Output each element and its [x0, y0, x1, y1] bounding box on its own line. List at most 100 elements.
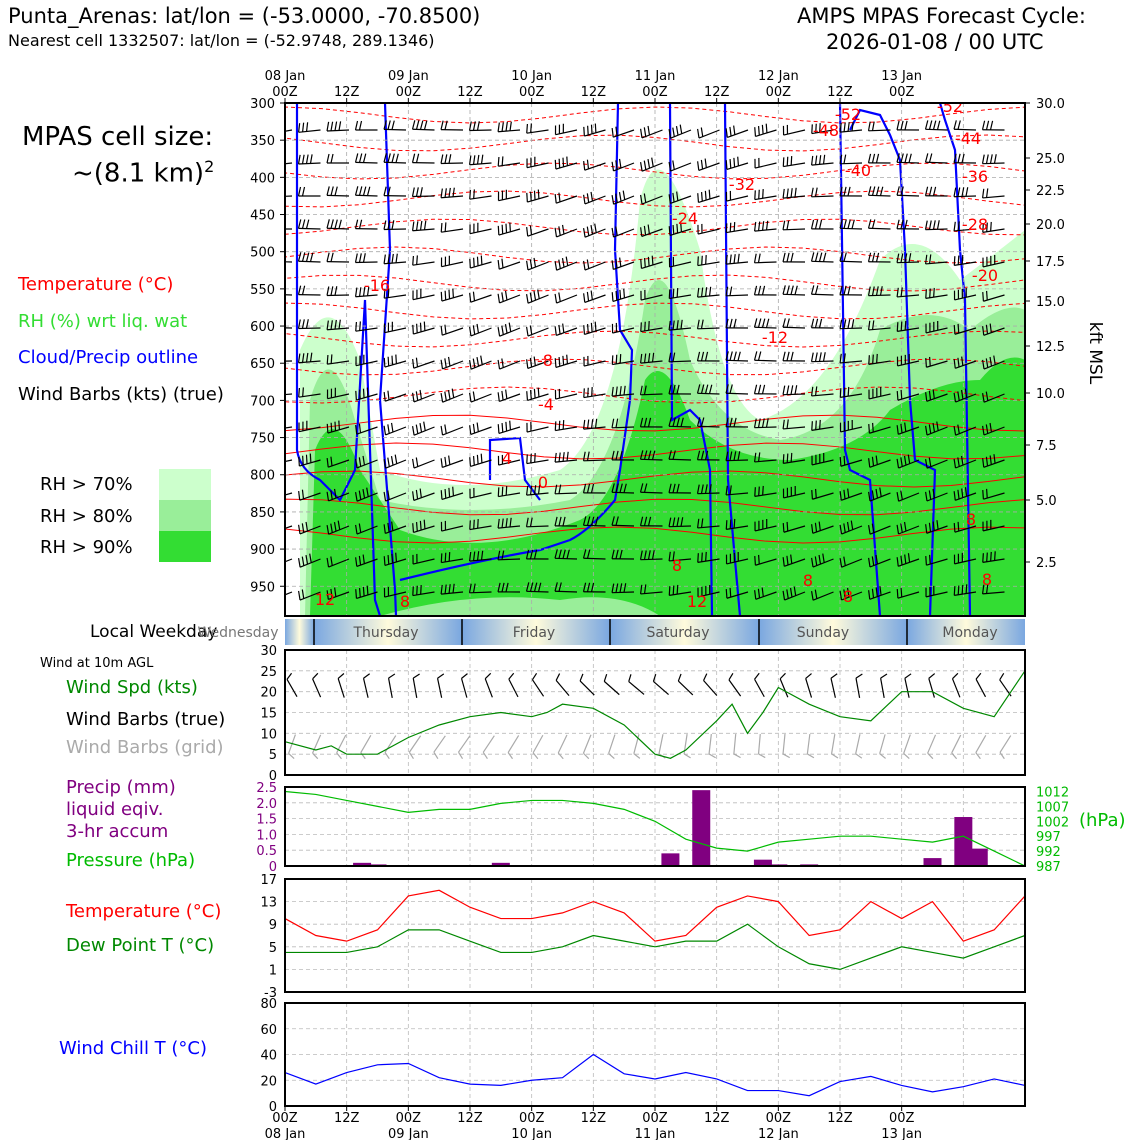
- wind-barb-feather: [847, 285, 851, 295]
- grid-barb-shaft: [408, 735, 422, 753]
- wind-barb-feather: [639, 584, 643, 595]
- wind-barb-shaft: [897, 294, 920, 298]
- wind-barb-shaft: [982, 195, 1005, 199]
- wind-barb-shaft: [328, 558, 350, 568]
- wind-barb: [697, 158, 720, 172]
- wind-barb-feather: [640, 322, 642, 332]
- wind-barb-feather: [326, 590, 329, 600]
- grid-wind-barb: [757, 733, 766, 759]
- wind-barb-feather: [847, 122, 850, 132]
- wind-barb-shaft: [640, 360, 663, 364]
- grid-barb-feather: [879, 753, 886, 759]
- wind-barb-feather: [839, 558, 843, 568]
- pressure-tick-label: 450: [250, 209, 275, 224]
- wind-barb-shaft: [412, 195, 435, 198]
- precip-bar: [969, 848, 988, 866]
- wind-barb: [526, 387, 549, 401]
- wind-barb: [668, 417, 692, 428]
- wind-barb-feather: [615, 549, 619, 559]
- wind-barb-feather: [415, 357, 419, 367]
- station-title: Punta_Arenas: lat/lon = (-53.0000, -70.8…: [8, 4, 481, 28]
- wind-barb-shaft: [298, 227, 321, 230]
- wind-barb-feather: [953, 120, 957, 130]
- wind-barb-feather: [358, 588, 361, 598]
- wind-barb-feather: [814, 252, 819, 262]
- temperature-contour: [285, 302, 1025, 320]
- wind-barb-shaft: [527, 294, 549, 304]
- wind-barb-feather: [355, 589, 358, 599]
- wind-barb-feather: [937, 321, 939, 331]
- wind-barb-shaft: [669, 294, 692, 300]
- wind-barb-feather: [554, 389, 557, 400]
- wind-barb-feather: [387, 424, 390, 434]
- wind-barb-feather: [412, 586, 414, 596]
- wind-barb-feather: [415, 187, 419, 197]
- wind-barb-feather: [415, 489, 419, 500]
- wind-barb-feather: [477, 519, 479, 529]
- wind-barb-feather: [554, 125, 557, 135]
- wind-barb-feather: [986, 290, 988, 301]
- grid-barb-feather: [408, 751, 414, 760]
- wind-barb-feather: [440, 490, 443, 500]
- wind-barb: [782, 220, 806, 231]
- temperature-contour-label: 12: [315, 590, 335, 609]
- wind-barb-feather: [701, 552, 703, 562]
- wind-barb-feather: [643, 450, 648, 460]
- wind-barb-feather: [611, 127, 614, 138]
- wind-barb-feather: [383, 459, 387, 469]
- wind-barb-feather: [619, 257, 622, 267]
- wind-barb-feather: [640, 227, 643, 237]
- wind-barb-feather: [822, 352, 826, 362]
- wind-barb-feather: [929, 322, 931, 333]
- wind-barb-feather: [871, 490, 875, 500]
- rh80-label: RH > 80%: [40, 506, 133, 527]
- wind-barb-feather: [982, 521, 984, 531]
- wind-barb-feather: [839, 219, 843, 229]
- wind-barb-feather: [929, 356, 931, 367]
- wind-barb-feather: [355, 321, 358, 332]
- wind-barb-feather: [981, 120, 986, 130]
- wind-barb-feather: [305, 521, 309, 532]
- wind-barb-feather: [530, 123, 532, 133]
- surface-barb-shaft: [754, 678, 765, 698]
- wind-barb-feather: [668, 161, 672, 172]
- wind-barb: [354, 120, 378, 131]
- wind-barb-feather: [733, 157, 736, 168]
- legend-cloud: Cloud/Precip outline: [18, 347, 199, 368]
- wind-barb-feather: [814, 318, 819, 328]
- wind-barb: [298, 420, 321, 433]
- surface-barb-shaft: [779, 678, 789, 698]
- temperature-contours: [285, 106, 1025, 544]
- wind-barb-feather: [700, 287, 704, 297]
- wind-barb: [953, 120, 977, 131]
- wind-barb: [668, 551, 692, 562]
- wind-barb-feather: [354, 287, 358, 297]
- wind-barb: [525, 582, 549, 593]
- wind-barb-feather: [680, 222, 683, 232]
- wind-barb-feather: [843, 219, 847, 229]
- wind-barb-shaft: [983, 459, 1005, 468]
- wind-barb: [953, 153, 977, 164]
- wind-barb-feather: [961, 356, 964, 366]
- wind-barb-feather: [501, 486, 504, 496]
- wind-barb-feather: [701, 223, 703, 234]
- wind-barb: [583, 159, 606, 171]
- wind-barb-feather: [782, 523, 785, 533]
- wind-barb-feather: [415, 457, 419, 467]
- wind-barb-feather: [651, 157, 654, 167]
- grid-barb-feather: [583, 752, 590, 760]
- grid-wind-barb: [975, 735, 987, 760]
- wind-barb-feather: [362, 388, 365, 398]
- cloud-outline-path: [668, 103, 714, 616]
- wind-barb-feather: [619, 354, 622, 364]
- wind-barb-feather: [469, 457, 472, 467]
- wind-barb-feather: [961, 552, 963, 563]
- wind-barb: [753, 253, 777, 264]
- wind-barb-shaft: [641, 129, 663, 139]
- wind-barb-feather: [565, 256, 569, 266]
- pressure-ytick-label: 1002: [1036, 815, 1069, 830]
- wind-barb: [554, 420, 578, 432]
- wind-barb-feather: [790, 452, 793, 463]
- pressure-axis: 3003504004505005506006507007508008509009…: [250, 97, 285, 595]
- wind-barb-feather: [672, 160, 675, 170]
